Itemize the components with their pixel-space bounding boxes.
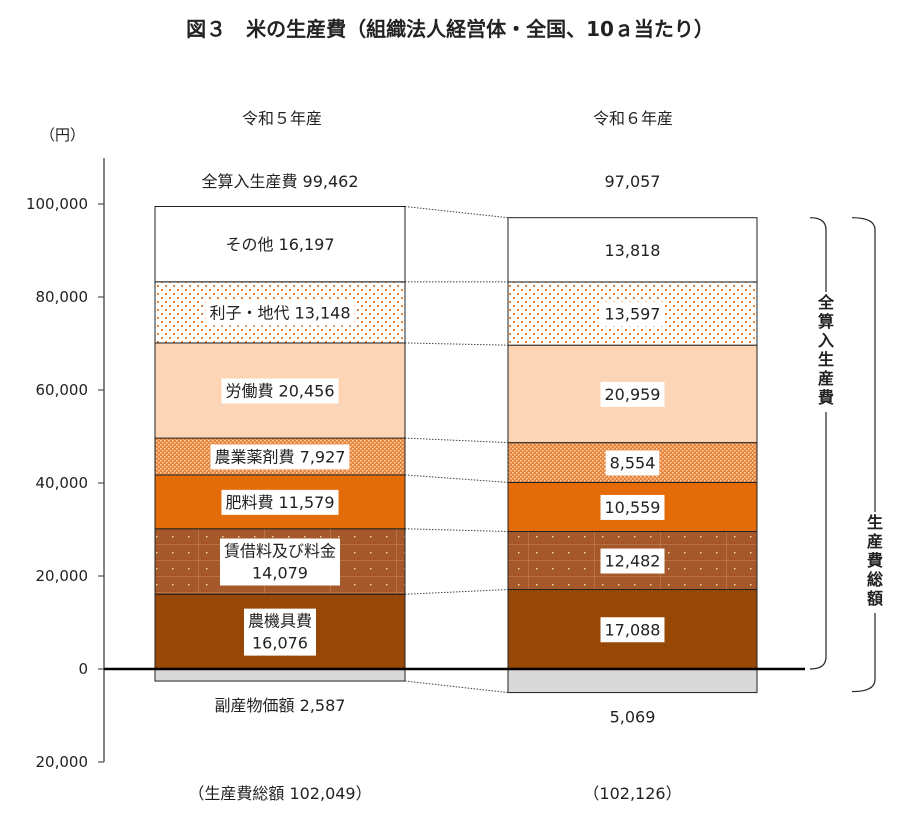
segment-label-1-5: 13,597	[601, 302, 665, 327]
data-label: 労働費 20,456	[225, 382, 334, 401]
data-label: 16,076	[252, 634, 308, 653]
bracket-label-full-cost: 全算入生産費	[816, 292, 836, 412]
byproduct-segment-1	[508, 669, 757, 693]
bracket-label-char: 費	[818, 388, 834, 407]
y-tick-label: 100,000	[26, 195, 88, 213]
y-tick-label: 0	[78, 660, 88, 678]
category-label-1: 令和６年産	[593, 109, 673, 128]
data-label: 13,597	[605, 305, 661, 324]
segment-label-0-2: 肥料費 11,579	[221, 490, 338, 515]
data-label: 農業薬剤費 7,927	[215, 448, 346, 467]
data-label: その他 16,197	[225, 235, 334, 254]
data-label: 農機具費	[248, 612, 312, 631]
connector-line	[405, 207, 508, 218]
bracket-label-char: 総	[867, 570, 883, 589]
bracket-label-char: 全	[817, 293, 835, 312]
data-label: 13,818	[605, 241, 661, 260]
segment-label-0-4: 労働費 20,456	[221, 379, 338, 404]
segment-label-0-6: その他 16,197	[221, 232, 338, 257]
data-label: 賃借料及び料金	[224, 542, 336, 561]
connector-line	[405, 590, 508, 595]
segment-label-0-1: 賃借料及び料金 14,079	[220, 539, 340, 586]
data-label: 肥料費 11,579	[225, 493, 334, 512]
connector-line	[405, 681, 508, 693]
bracket-label-char: 生	[818, 350, 834, 369]
data-label: 8,554	[610, 454, 656, 473]
segment-label-1-3: 8,554	[606, 451, 660, 476]
y-tick-label: 80,000	[36, 288, 89, 306]
total-cost-label-1: （102,126）	[583, 784, 681, 803]
total-label-1: 97,057	[605, 172, 661, 191]
byproduct-label-0: 副産物価額 2,587	[215, 696, 346, 715]
data-label: 12,482	[605, 552, 661, 571]
connector-line	[405, 343, 508, 345]
connector-line	[405, 438, 508, 443]
chart-title: 図３ 米の生産費（組織法人経営体・全国、10ａ当たり）	[186, 17, 714, 41]
data-label: 20,959	[605, 385, 661, 404]
bracket-label-char: 生	[867, 513, 883, 532]
segment-label-1-1: 12,482	[601, 549, 665, 574]
category-label-0: 令和５年産	[242, 109, 322, 128]
bracket-label-char: 入	[818, 331, 834, 350]
segment-label-1-0: 17,088	[601, 617, 665, 642]
bracket-full-cost	[810, 218, 826, 669]
y-tick-label: 20,000	[36, 753, 89, 771]
data-label: 17,088	[605, 620, 661, 639]
y-tick-label: 40,000	[36, 474, 89, 492]
data-label: 10,559	[605, 498, 661, 517]
data-label: 利子・地代 13,148	[209, 303, 350, 322]
segment-label-0-3: 農業薬剤費 7,927	[211, 445, 350, 470]
bracket-label-char: 産	[818, 369, 834, 388]
total-cost-label-0: （生産費総額 102,049）	[188, 784, 371, 803]
segment-label-1-4: 20,959	[601, 382, 665, 407]
bracket-label-total-cost: 生産費総額	[865, 512, 885, 613]
bracket-label-char: 算	[818, 312, 834, 331]
byproduct-label-1: 5,069	[610, 708, 656, 727]
y-tick-label: 60,000	[36, 381, 89, 399]
bracket-label-char: 額	[866, 589, 883, 608]
y-tick-label: 20,000	[36, 567, 89, 585]
segment-label-0-5: 利子・地代 13,148	[205, 300, 354, 325]
segment-label-0-0: 農機具費 16,076	[244, 609, 316, 656]
segment-label-1-2: 10,559	[601, 495, 665, 520]
bracket-label-char: 産	[867, 532, 883, 551]
bracket-total-cost	[852, 218, 875, 692]
data-label: 14,079	[252, 564, 308, 583]
bracket-label-char: 費	[867, 551, 883, 570]
y-axis-unit: （円）	[40, 126, 85, 144]
connector-line	[405, 475, 508, 482]
total-label-0: 全算入生産費 99,462	[201, 172, 358, 191]
segment-label-1-6: 13,818	[601, 238, 665, 263]
connector-line	[405, 529, 508, 532]
byproduct-segment-0	[155, 669, 405, 681]
